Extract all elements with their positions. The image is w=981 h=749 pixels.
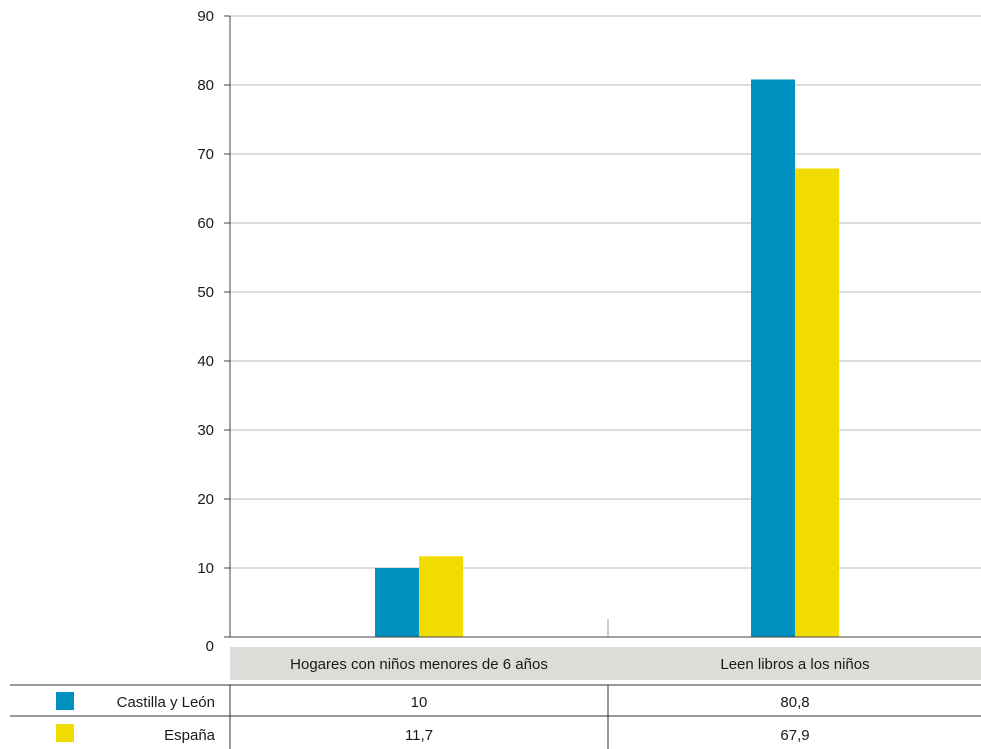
y-tick-label-10: 10	[197, 560, 214, 577]
y-tick-label-40: 40	[197, 353, 214, 370]
y-tick-label-0: 0	[206, 638, 214, 655]
y-axis-ticks: 0 10 20 30 40 50 60 70 80 90	[197, 8, 230, 655]
category-label-1: Leen libros a los niños	[720, 656, 869, 673]
y-tick-label-70: 70	[197, 146, 214, 163]
bar-series-1-category-0	[419, 556, 463, 637]
y-tick-label-80: 80	[197, 77, 214, 94]
table-cell-castilla-1: 80,8	[780, 694, 809, 711]
legend-swatch-espana	[56, 724, 74, 742]
table-cell-castilla-0: 10	[411, 694, 428, 711]
legend-label-espana: España	[164, 727, 216, 744]
y-tick-label-20: 20	[197, 491, 214, 508]
category-header-band	[230, 647, 981, 680]
legend-label-castilla-y-leon: Castilla y León	[117, 694, 215, 711]
table-cell-espana-1: 67,9	[780, 727, 809, 744]
table-cell-espana-0: 11,7	[405, 727, 433, 744]
bar-series-0-category-1	[751, 79, 795, 638]
legend-swatch-castilla-y-leon	[56, 692, 74, 710]
bar-series-0-category-0	[375, 568, 419, 637]
bars	[375, 79, 839, 638]
y-tick-label-50: 50	[197, 284, 214, 301]
bar-series-1-category-1	[795, 168, 839, 638]
data-table: Castilla y León 10 80,8 España 11,7 67,9	[10, 684, 981, 749]
grid-lines	[230, 15, 981, 569]
y-tick-label-90: 90	[197, 8, 214, 25]
category-label-0: Hogares con niños menores de 6 años	[290, 656, 548, 673]
y-tick-label-30: 30	[197, 422, 214, 439]
y-tick-label-60: 60	[197, 215, 214, 232]
